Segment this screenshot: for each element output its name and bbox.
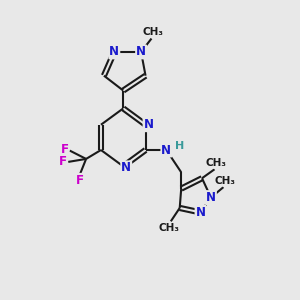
Text: N: N bbox=[196, 206, 206, 219]
Text: N: N bbox=[136, 45, 146, 58]
Text: N: N bbox=[206, 191, 216, 204]
Text: CH₃: CH₃ bbox=[214, 176, 236, 186]
Text: F: F bbox=[59, 155, 67, 168]
Text: F: F bbox=[76, 174, 84, 187]
Text: N: N bbox=[143, 118, 154, 131]
Text: CH₃: CH₃ bbox=[142, 27, 164, 37]
Text: F: F bbox=[60, 142, 68, 156]
Text: CH₃: CH₃ bbox=[206, 158, 226, 168]
Text: CH₃: CH₃ bbox=[159, 223, 180, 233]
Text: N: N bbox=[121, 161, 131, 174]
Text: N: N bbox=[109, 45, 119, 58]
Text: H: H bbox=[175, 141, 184, 152]
Text: N: N bbox=[161, 143, 171, 157]
